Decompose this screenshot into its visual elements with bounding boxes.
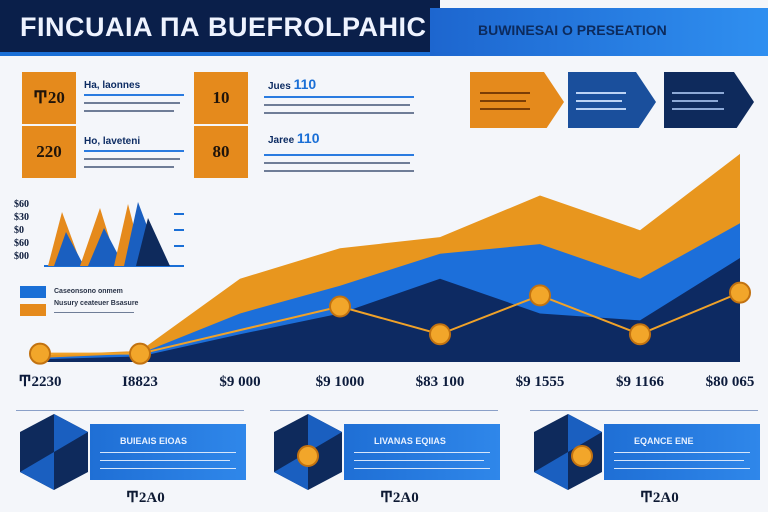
card-value: Ͳ2Α0 — [126, 490, 165, 506]
text-line — [100, 460, 230, 461]
x-tick-label: $9 000 — [219, 374, 260, 390]
arrow-navy — [664, 72, 754, 128]
stat-title-1: Ha, laonnes — [84, 80, 141, 91]
card-title: EQANCE ENE — [634, 436, 694, 446]
text-line — [354, 460, 484, 461]
mini-y-label: $60 — [14, 199, 29, 210]
header-bar — [0, 0, 440, 56]
x-tick-label: $9 1555 — [516, 374, 565, 390]
text-line — [614, 460, 744, 461]
text-line — [100, 468, 236, 469]
mini-y-label: $00 — [14, 251, 29, 262]
x-tick-label: $83 100 — [416, 374, 465, 390]
text-line — [84, 158, 180, 160]
page-title: FINCUAIA ΠΑ BUEFROLPAHIC — [20, 12, 427, 42]
card-divider — [530, 410, 758, 411]
header-subtitle-panel — [430, 8, 768, 56]
text-line — [354, 452, 490, 453]
hexagon-icon — [274, 414, 342, 490]
text-line — [264, 112, 414, 114]
text-line — [264, 162, 410, 164]
text-line — [84, 150, 184, 152]
text-line — [84, 166, 174, 168]
arrow-blue — [568, 72, 656, 128]
card-value: Ͳ2Α0 — [380, 490, 419, 506]
card-divider — [270, 410, 498, 411]
text-line — [100, 452, 236, 453]
data-point-marker — [29, 342, 51, 365]
text-line — [264, 154, 414, 156]
area-series-3 — [40, 257, 740, 362]
mini-chart — [44, 202, 184, 267]
main-area-chart: Ͳ2230 Ι8823 $9 000 $9 1000 $83 100 $9 1555 $9 … — [19, 153, 755, 390]
card-divider — [16, 410, 244, 411]
data-point-marker — [129, 342, 151, 365]
text-line — [54, 312, 134, 313]
data-point-marker — [329, 295, 351, 318]
page-subtitle: BUWINESAI O PRESEATION — [478, 22, 667, 38]
card-title: BUIEAIS EIOAS — [120, 436, 188, 446]
data-point-marker — [729, 281, 751, 304]
text-line — [84, 110, 174, 112]
mini-y-label: $60 — [14, 238, 29, 249]
stat-box-1: Ͳ20 — [22, 72, 76, 124]
data-point-marker — [529, 284, 551, 307]
x-tick-label: $9 1000 — [316, 374, 365, 390]
text-line — [614, 452, 750, 453]
card-value: Ͳ2Α0 — [640, 490, 679, 506]
text-line — [84, 102, 180, 104]
x-tick-label: $80 065 — [706, 374, 755, 390]
hexagon-icon — [20, 414, 88, 490]
data-point-marker — [629, 323, 651, 346]
stat-title-2: Ho, laveteni — [84, 136, 141, 147]
legend-swatch-1 — [20, 286, 46, 298]
hexagon-icon — [534, 414, 602, 490]
stat-small-box-2: 80 — [194, 126, 248, 178]
stat-small-box-1: 10 — [194, 72, 248, 124]
card-title: LIVANAS EQIIAS — [374, 436, 446, 446]
text-line — [84, 94, 184, 96]
text-line — [264, 170, 414, 172]
x-tick-label: Ι8823 — [122, 374, 158, 390]
mini-y-label: $30 — [14, 212, 29, 223]
legend-swatch-2 — [20, 304, 46, 316]
stat-small-title-2: Jaree 110 — [268, 130, 320, 146]
legend-label-2: Nusury ceateuer Bsasure — [54, 300, 139, 307]
text-line — [264, 104, 410, 106]
text-line — [354, 468, 490, 469]
x-tick-label: Ͳ2230 — [19, 374, 62, 390]
text-line — [264, 96, 414, 98]
mini-chart-y-labels: $60 $30 $0 $60 $00 — [14, 198, 29, 263]
stat-small-title-1: Jues 110 — [268, 76, 317, 92]
data-point-marker — [429, 323, 451, 346]
arrow-orange — [470, 72, 564, 128]
header-stripe — [0, 52, 460, 56]
text-line — [614, 468, 750, 469]
stat-box-2: 220 — [22, 126, 76, 178]
x-tick-label: $9 1166 — [616, 374, 664, 390]
mini-y-label: $0 — [14, 225, 24, 236]
legend-label-1: Caseonsono onmem — [54, 288, 123, 295]
